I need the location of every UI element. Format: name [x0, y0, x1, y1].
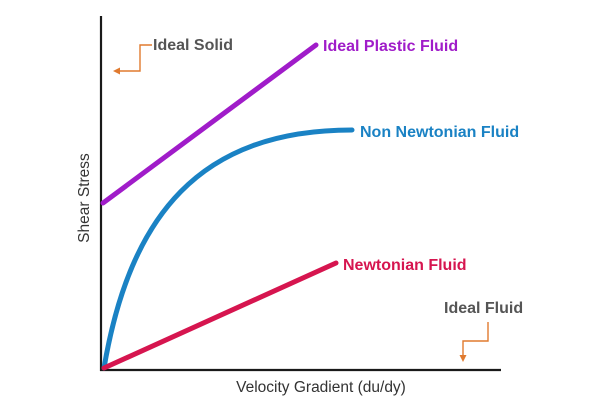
- ideal-solid-label: Ideal Solid: [153, 37, 233, 54]
- ideal-fluid-callout-line: [462, 322, 489, 356]
- ideal-solid-callout-line: [119, 44, 152, 72]
- ideal-plastic-fluid-curve: [100, 42, 319, 206]
- ideal-fluid-arrow-icon: [459, 355, 467, 362]
- non-newtonian-fluid-curve: [101, 127, 355, 371]
- x-axis-label: Velocity Gradient (du/dy): [236, 379, 406, 396]
- y-axis-label: Shear Stress: [76, 153, 93, 243]
- ideal-solid-arrow-icon: [113, 67, 120, 75]
- ideal-fluid-label: Ideal Fluid: [444, 300, 523, 317]
- non-newtonian-fluid-label: Non Newtonian Fluid: [360, 124, 519, 141]
- newtonian-fluid-curve: [101, 260, 339, 371]
- newtonian-fluid-label: Newtonian Fluid: [343, 257, 467, 274]
- ideal-plastic-fluid-label: Ideal Plastic Fluid: [323, 38, 458, 55]
